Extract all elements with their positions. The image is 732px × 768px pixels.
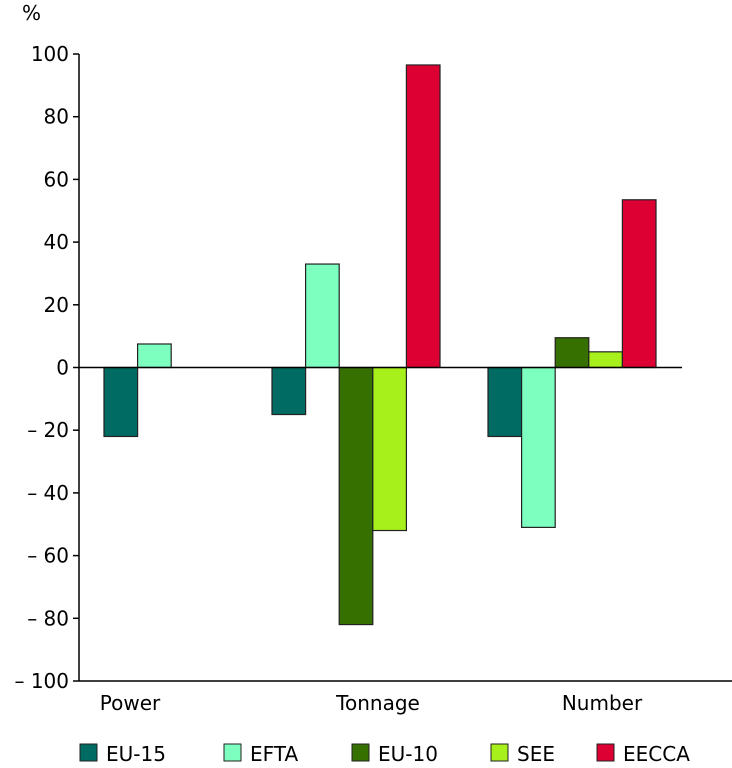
category-label: Power (100, 691, 161, 715)
y-tick-label: – 60 (27, 544, 69, 568)
legend-swatch (223, 743, 242, 762)
bar-see-tonnage (372, 366, 407, 532)
category-label: Number (562, 691, 643, 715)
legend-label: EECCA (623, 742, 690, 766)
y-tick-label: 40 (44, 230, 69, 254)
bar-eu-10-number (554, 337, 590, 369)
legend-label: EU-10 (378, 742, 438, 766)
y-tick-label: 100 (31, 42, 69, 66)
legend: EU-15 EFTA EU-10 SEE EECCA (79, 742, 690, 766)
bar-eecca-number (621, 199, 657, 369)
y-tick-label: 0 (56, 356, 69, 380)
legend-swatch (351, 743, 370, 762)
y-tick-label: – 20 (27, 418, 69, 442)
category-label: Tonnage (335, 691, 420, 715)
y-axis-ticks: 100 80 60 40 20 0 – 20 – 40 – 60 – 80 – 100 (14, 42, 79, 693)
bar-eu-15-tonnage (271, 366, 307, 416)
bar-see-number (588, 351, 623, 369)
y-tick-label: – 100 (14, 669, 69, 693)
legend-label: SEE (517, 742, 555, 766)
legend-swatch (79, 743, 98, 762)
category-labels: Power Tonnage Number (100, 691, 643, 715)
bar-efta-tonnage (305, 263, 340, 369)
y-tick-label: 60 (44, 167, 69, 191)
y-tick-label: – 40 (27, 481, 69, 505)
bar-eu-15-number (487, 366, 523, 438)
bar-efta-power (137, 343, 172, 369)
bar-efta-number (520, 366, 556, 528)
bars (103, 64, 657, 626)
legend-label: EU-15 (106, 742, 166, 766)
y-axis-label: % (22, 1, 41, 25)
legend-label: EFTA (250, 742, 298, 766)
legend-swatch (490, 743, 509, 762)
y-tick-label: – 80 (27, 606, 69, 630)
bar-eecca-tonnage (405, 64, 441, 369)
legend-swatch (596, 743, 615, 762)
bar-eu-15-power (103, 366, 139, 438)
bar-eu-10-tonnage (338, 366, 374, 626)
y-tick-label: 80 (44, 105, 69, 129)
y-tick-label: 20 (44, 293, 69, 317)
